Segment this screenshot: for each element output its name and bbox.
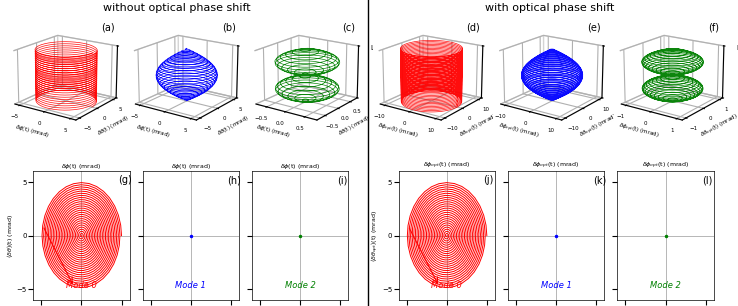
Title: $\delta\phi$(t) (mrad): $\delta\phi$(t) (mrad) (280, 162, 320, 171)
Text: Mode 2: Mode 2 (285, 281, 316, 289)
Text: (g): (g) (118, 175, 132, 185)
X-axis label: $\delta\phi_{opt}$(t) (mrad): $\delta\phi_{opt}$(t) (mrad) (497, 121, 540, 142)
Text: Mode 1: Mode 1 (541, 281, 572, 289)
Y-axis label: $\langle\delta\theta\rangle$(t) (mrad): $\langle\delta\theta\rangle$(t) (mrad) (5, 213, 15, 258)
Y-axis label: $\delta\theta$(t) (mrad): $\delta\theta$(t) (mrad) (337, 114, 372, 138)
Y-axis label: $\delta\theta$(t) (mrad): $\delta\theta$(t) (mrad) (216, 114, 251, 138)
Text: (f): (f) (708, 23, 719, 33)
Title: $\delta\phi$(t) (mrad): $\delta\phi$(t) (mrad) (171, 162, 211, 171)
Text: Mode 0: Mode 0 (431, 281, 462, 289)
Y-axis label: $\delta\theta$(t) (mrad): $\delta\theta$(t) (mrad) (96, 114, 131, 138)
Title: $\delta\phi$(t) (mrad): $\delta\phi$(t) (mrad) (61, 162, 101, 171)
Text: without optical phase shift: without optical phase shift (103, 3, 251, 13)
Text: (j): (j) (483, 175, 494, 185)
Text: Mode 0: Mode 0 (66, 281, 97, 289)
Y-axis label: $\langle\delta\theta_{opt}\rangle$(t) (mrad): $\langle\delta\theta_{opt}\rangle$(t) (m… (370, 210, 381, 262)
Y-axis label: $\delta\theta_{opt}$(t) (mrad): $\delta\theta_{opt}$(t) (mrad) (579, 111, 620, 140)
Text: Mode 1: Mode 1 (176, 281, 207, 289)
Title: $\delta\phi_{opt}$(t) (mrad): $\delta\phi_{opt}$(t) (mrad) (533, 161, 580, 171)
Y-axis label: $\delta\theta_{opt}$(t) (mrad): $\delta\theta_{opt}$(t) (mrad) (699, 111, 738, 140)
Text: (e): (e) (587, 23, 601, 33)
Text: (i): (i) (337, 175, 348, 185)
Text: (h): (h) (227, 175, 241, 185)
X-axis label: $\delta\phi$(t) (mrad): $\delta\phi$(t) (mrad) (14, 123, 51, 140)
X-axis label: $\delta\phi_{opt}$(t) (mrad): $\delta\phi_{opt}$(t) (mrad) (376, 121, 419, 142)
Text: (b): (b) (222, 23, 235, 33)
Text: with optical phase shift: with optical phase shift (485, 3, 615, 13)
X-axis label: $\delta\phi$(t) (mrad): $\delta\phi$(t) (mrad) (135, 123, 171, 140)
X-axis label: $\delta\phi_{opt}$(t) (mrad): $\delta\phi_{opt}$(t) (mrad) (618, 121, 661, 142)
Text: (l): (l) (703, 175, 713, 185)
Y-axis label: $\delta\theta_{opt}$(t) (mrad): $\delta\theta_{opt}$(t) (mrad) (458, 111, 499, 140)
Title: $\delta\phi_{opt}$(t) (mrad): $\delta\phi_{opt}$(t) (mrad) (642, 161, 689, 171)
Text: (k): (k) (593, 175, 606, 185)
Text: (d): (d) (466, 23, 480, 33)
Title: $\delta\phi_{opt}$(t) (mrad): $\delta\phi_{opt}$(t) (mrad) (423, 161, 470, 171)
X-axis label: $\delta\phi$(t) (mrad): $\delta\phi$(t) (mrad) (255, 123, 292, 140)
Text: (a): (a) (101, 23, 115, 33)
Text: (c): (c) (342, 23, 356, 33)
Text: Mode 2: Mode 2 (650, 281, 681, 289)
